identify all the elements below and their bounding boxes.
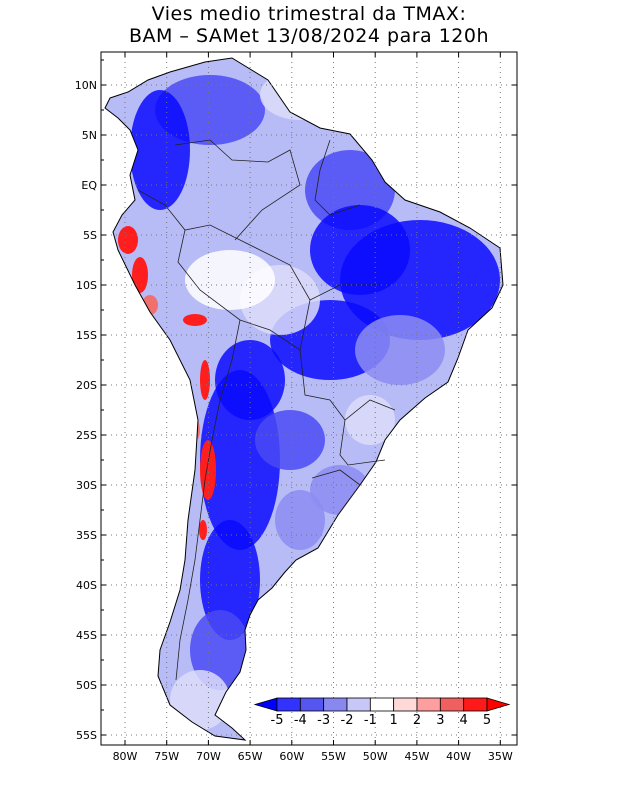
bias-region	[255, 410, 325, 470]
colorbar-tick-label: -4	[294, 713, 307, 728]
lat-tick-label: 5S	[83, 229, 97, 242]
country-borders	[137, 139, 396, 681]
warm-bias-region	[132, 257, 148, 293]
bias-region	[185, 250, 275, 310]
colorbar-swatch	[346, 697, 371, 712]
warm-bias-region	[200, 360, 210, 400]
lat-tick-label: 10S	[76, 279, 97, 292]
lon-tick-label: 65W	[238, 750, 263, 763]
coastline	[104, 57, 504, 741]
colorbar-tick-label: 5	[483, 713, 491, 728]
lat-tick-label: 20S	[76, 379, 97, 392]
map-title-line1: Vies medio trimestral da TMAX:	[151, 3, 467, 25]
colorbar-tick-label: 2	[413, 713, 421, 728]
lat-tick-label: 35S	[76, 529, 97, 542]
colorbar-swatch	[463, 697, 488, 712]
colorbar-tick-label: -2	[341, 713, 354, 728]
colorbar-tick-label: -5	[271, 713, 284, 728]
bias-region	[345, 395, 395, 445]
colorbar-tick-label: 4	[460, 713, 468, 728]
warm-bias-region	[199, 520, 207, 540]
lon-tick-label: 80W	[113, 750, 138, 763]
lat-tick-label: 55S	[76, 729, 97, 742]
lat-tick-label: 25S	[76, 429, 97, 442]
latitude-axis: 10N 5N EQ 5S 10S 15S 20S 25S 30S 35S 40S 45S 50S 55S	[75, 59, 517, 742]
graticule	[101, 52, 517, 745]
warm-bias-region	[118, 226, 138, 254]
colorbar-tick-label: 3	[436, 713, 444, 728]
lat-tick-label: EQ	[81, 179, 97, 192]
colorbar-swatch	[393, 697, 418, 712]
lon-tick-label: 55W	[321, 750, 346, 763]
lat-tick-label: 5N	[82, 129, 97, 142]
colorbar-swatch	[299, 697, 325, 712]
colorbar-tick-label: -1	[364, 713, 377, 728]
bias-region	[130, 90, 190, 210]
lat-tick-label: 40S	[76, 579, 97, 592]
lon-tick-label: 70W	[196, 750, 221, 763]
colorbar-swatch	[439, 697, 465, 712]
colorbar-swatch	[276, 697, 301, 712]
colorbar-swatch	[369, 697, 395, 712]
colorbar-swatch	[323, 697, 348, 712]
lat-tick-label: 15S	[76, 329, 97, 342]
colorbar-swatch	[416, 697, 441, 712]
lon-tick-label: 50W	[363, 750, 388, 763]
bias-region	[355, 315, 445, 385]
lat-tick-label: 10N	[75, 79, 97, 92]
longitude-axis: 80W 75W 70W 65W 60W 55W 50W 45W 40W 35W	[113, 52, 513, 763]
lat-tick-label: 50S	[76, 679, 97, 692]
colorbar: -5 -4 -3 -2 -1 1 2 3 4 5	[253, 697, 511, 728]
colorbar-tick-label: 1	[390, 713, 398, 728]
bias-region	[190, 610, 250, 690]
warm-bias-region	[183, 314, 207, 326]
bias-region	[275, 490, 325, 550]
bias-region	[200, 370, 280, 550]
bias-region	[200, 520, 260, 640]
lon-tick-label: 45W	[404, 750, 429, 763]
colorbar-max-arrow	[486, 697, 511, 712]
lon-tick-label: 35W	[488, 750, 513, 763]
warm-bias-region	[200, 440, 216, 500]
lat-tick-label: 30S	[76, 479, 97, 492]
lon-tick-label: 75W	[154, 750, 179, 763]
colorbar-tick-label: -3	[317, 713, 330, 728]
lon-tick-label: 60W	[279, 750, 304, 763]
bias-region	[310, 205, 410, 295]
lat-tick-label: 45S	[76, 629, 97, 642]
lon-tick-label: 40W	[446, 750, 471, 763]
map-title-line2: BAM – SAMet 13/08/2024 para 120h	[128, 25, 490, 47]
